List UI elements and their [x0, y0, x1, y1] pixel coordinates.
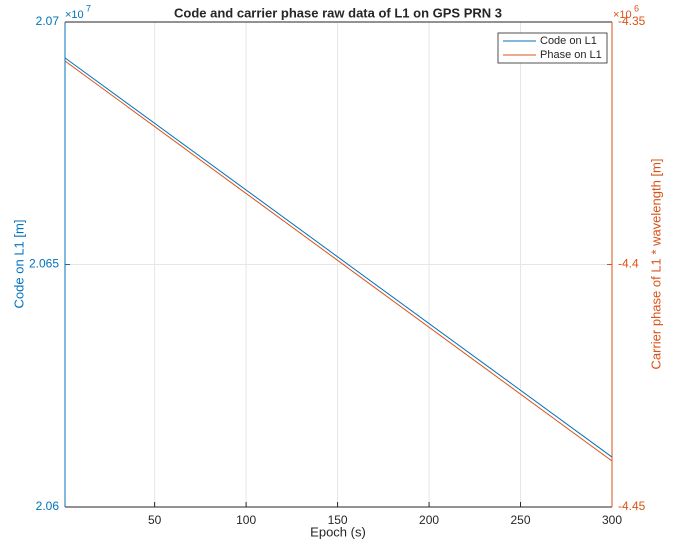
y-tick-label: 2.07	[36, 14, 60, 28]
x-tick-label: 50	[148, 513, 162, 527]
x-tick-label: 150	[328, 513, 348, 527]
legend-box	[497, 32, 608, 64]
y2-exponent-base: ×10	[613, 9, 632, 21]
y2-exponent: 6	[634, 3, 639, 13]
x-axis-label: Epoch (s)	[310, 524, 366, 539]
data-line	[64, 57, 613, 458]
y-tick-label: 2.065	[29, 257, 59, 271]
chart-title: Code and carrier phase raw data of L1 on…	[174, 5, 502, 20]
legend-label: Phase on L1	[540, 49, 602, 61]
y2-axis-label: Carrier phase of L1 * wavelength [m]	[648, 159, 663, 370]
y-exponent-base: ×10	[65, 9, 84, 21]
x-tick-label: 300	[602, 513, 622, 527]
x-tick-label: 200	[419, 513, 439, 527]
y2-tick-label: -4.4	[618, 257, 639, 271]
y2-tick-label: -4.35	[618, 14, 646, 28]
y-exponent: 7	[86, 3, 91, 13]
data-line	[64, 60, 613, 462]
y-axis-label: Code on L1 [m]	[11, 220, 26, 309]
x-tick-label: 100	[236, 513, 256, 527]
legend-label: Code on L1	[540, 35, 597, 47]
y-tick-label: 2.06	[36, 499, 60, 513]
x-tick-label: 250	[511, 513, 531, 527]
y2-tick-label: -4.45	[618, 499, 646, 513]
